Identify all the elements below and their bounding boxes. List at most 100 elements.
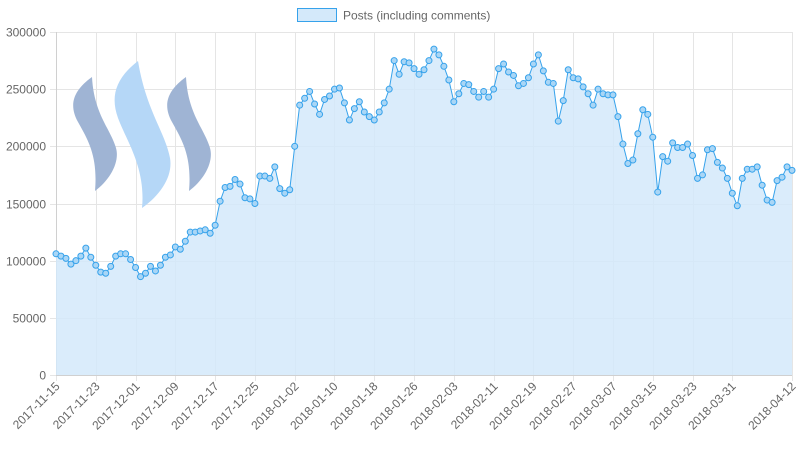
data-point[interactable] <box>524 74 532 82</box>
data-point[interactable] <box>694 174 702 182</box>
data-point[interactable] <box>574 75 582 83</box>
data-point[interactable] <box>723 174 731 182</box>
data-point[interactable] <box>470 87 478 95</box>
data-point[interactable] <box>365 113 373 121</box>
data-point[interactable] <box>619 140 627 148</box>
data-point[interactable] <box>713 158 721 166</box>
data-point[interactable] <box>62 254 70 262</box>
data-point[interactable] <box>370 116 378 124</box>
data-point[interactable] <box>271 163 279 171</box>
data-point[interactable] <box>624 159 632 167</box>
data-point[interactable] <box>450 98 458 106</box>
data-point[interactable] <box>181 237 189 245</box>
data-point[interactable] <box>559 97 567 105</box>
data-point[interactable] <box>554 117 562 125</box>
data-point[interactable] <box>375 108 383 116</box>
data-point[interactable] <box>321 95 329 103</box>
data-point[interactable] <box>669 139 677 147</box>
data-point[interactable] <box>107 262 115 270</box>
data-point[interactable] <box>206 229 214 237</box>
data-point[interactable] <box>634 130 642 138</box>
data-point[interactable] <box>490 85 498 93</box>
data-point[interactable] <box>355 98 363 106</box>
data-point[interactable] <box>390 57 398 65</box>
data-point[interactable] <box>166 251 174 259</box>
data-point[interactable] <box>564 66 572 74</box>
data-point[interactable] <box>728 189 736 197</box>
data-point[interactable] <box>306 87 314 95</box>
data-point[interactable] <box>594 85 602 93</box>
data-point[interactable] <box>738 174 746 182</box>
data-point[interactable] <box>529 60 537 68</box>
data-point[interactable] <box>211 221 219 229</box>
data-point[interactable] <box>345 116 353 124</box>
data-point[interactable] <box>122 250 130 258</box>
data-point[interactable] <box>519 79 527 87</box>
data-point[interactable] <box>480 87 488 95</box>
data-point[interactable] <box>768 198 776 206</box>
data-point[interactable] <box>82 244 90 252</box>
data-point[interactable] <box>92 261 100 269</box>
data-point[interactable] <box>435 51 443 59</box>
data-point[interactable] <box>201 226 209 234</box>
data-point[interactable] <box>77 252 85 260</box>
data-point[interactable] <box>778 173 786 181</box>
legend[interactable]: Posts (including comments) <box>297 8 491 23</box>
data-point[interactable] <box>67 260 75 268</box>
data-point[interactable] <box>445 76 453 84</box>
data-point[interactable] <box>350 105 358 113</box>
data-point[interactable] <box>360 108 368 116</box>
data-point[interactable] <box>132 264 140 272</box>
legend-swatch[interactable] <box>297 8 337 22</box>
data-point[interactable] <box>301 94 309 102</box>
legend-label[interactable]: Posts (including comments) <box>343 9 490 23</box>
data-point[interactable] <box>405 59 413 67</box>
data-point[interactable] <box>654 188 662 196</box>
data-point[interactable] <box>395 70 403 78</box>
data-point[interactable] <box>231 175 239 183</box>
data-point[interactable] <box>425 57 433 65</box>
data-point[interactable] <box>246 195 254 203</box>
data-point[interactable] <box>440 62 448 70</box>
data-point[interactable] <box>644 110 652 118</box>
data-point[interactable] <box>679 143 687 151</box>
data-point[interactable] <box>380 99 388 107</box>
data-point[interactable] <box>311 100 319 108</box>
data-point[interactable] <box>485 93 493 101</box>
data-point[interactable] <box>500 60 508 68</box>
data-point[interactable] <box>698 171 706 179</box>
data-point[interactable] <box>609 91 617 99</box>
data-point[interactable] <box>102 269 110 277</box>
data-point[interactable] <box>788 166 796 174</box>
data-point[interactable] <box>584 90 592 98</box>
data-point[interactable] <box>410 65 418 73</box>
data-point[interactable] <box>87 253 95 261</box>
data-point[interactable] <box>510 71 518 79</box>
data-point[interactable] <box>72 257 80 265</box>
data-point[interactable] <box>733 202 741 210</box>
data-point[interactable] <box>659 153 667 161</box>
data-point[interactable] <box>708 145 716 153</box>
data-point[interactable] <box>137 273 145 281</box>
data-point[interactable] <box>718 164 726 172</box>
data-point[interactable] <box>539 67 547 75</box>
data-point[interactable] <box>281 189 289 197</box>
data-point[interactable] <box>505 68 513 76</box>
data-point[interactable] <box>340 99 348 107</box>
data-point[interactable] <box>549 79 557 87</box>
data-point[interactable] <box>689 151 697 159</box>
data-point[interactable] <box>455 90 463 98</box>
data-point[interactable] <box>579 83 587 91</box>
data-point[interactable] <box>589 101 597 109</box>
data-point[interactable] <box>753 163 761 171</box>
data-point[interactable] <box>216 197 224 205</box>
data-point[interactable] <box>534 51 542 59</box>
data-point[interactable] <box>420 66 428 74</box>
data-point[interactable] <box>465 81 473 89</box>
data-point[interactable] <box>316 110 324 118</box>
data-point[interactable] <box>286 186 294 194</box>
data-point[interactable] <box>156 261 164 269</box>
data-point[interactable] <box>176 245 184 253</box>
data-point[interactable] <box>146 262 154 270</box>
data-point[interactable] <box>142 269 150 277</box>
